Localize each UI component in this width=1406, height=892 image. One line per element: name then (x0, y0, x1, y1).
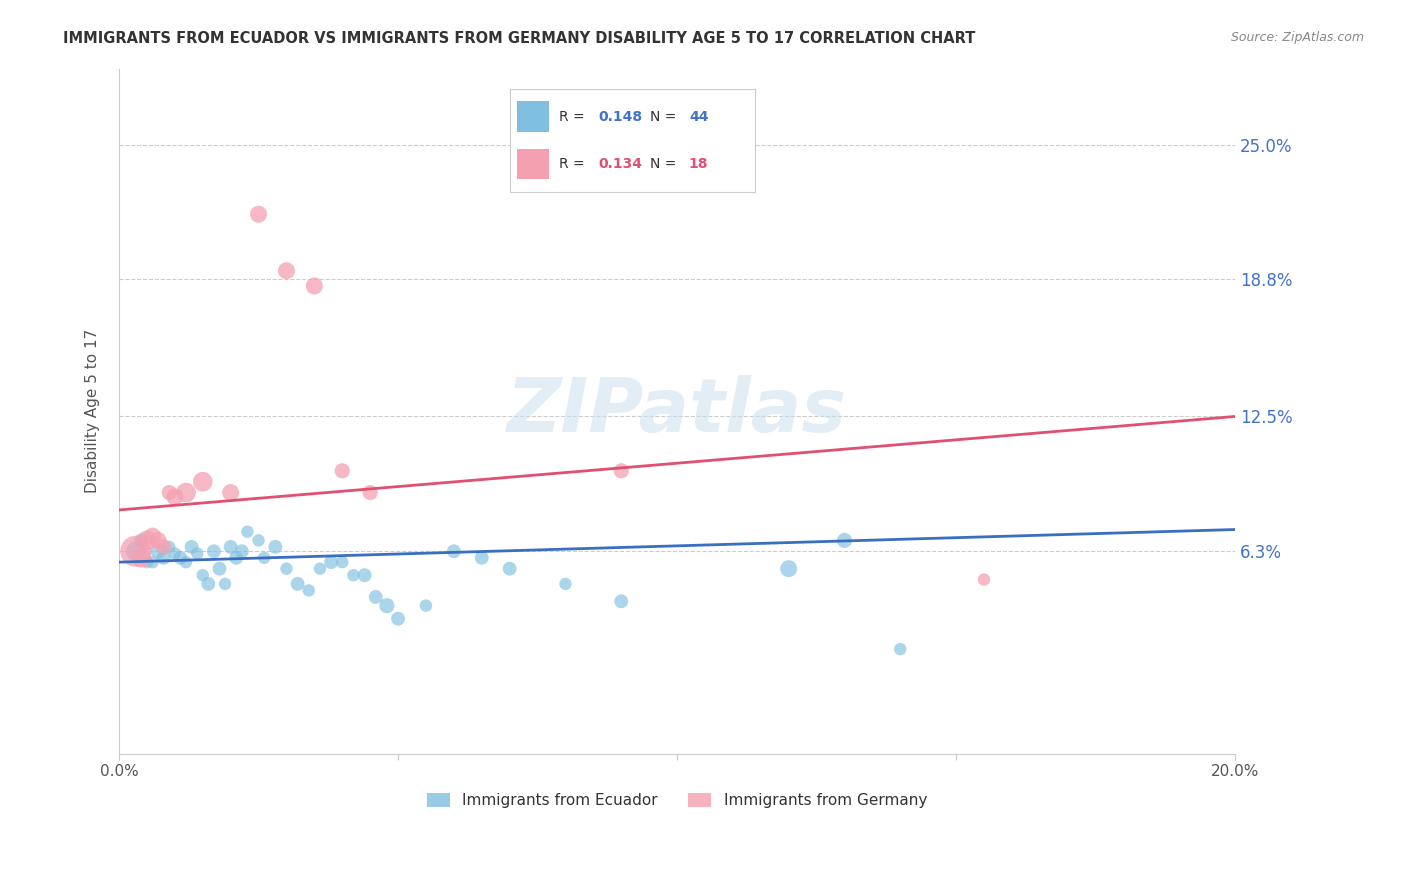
Point (180, 540, 202, 554)
Point (174, 555, 197, 569)
Point (554, 577, 576, 591)
Point (141, 529, 163, 543)
Point (214, 577, 236, 591)
Point (136, 533, 159, 548)
Point (387, 612, 409, 626)
Point (276, 562, 298, 576)
Point (610, 594, 633, 608)
Point (152, 540, 174, 554)
Point (131, 550, 153, 565)
Point (498, 562, 520, 576)
Point (353, 568, 375, 582)
Point (219, 540, 242, 554)
Point (319, 555, 342, 569)
Point (225, 550, 247, 565)
Legend: Immigrants from Ecuador, Immigrants from Germany: Immigrants from Ecuador, Immigrants from… (420, 787, 934, 814)
Point (163, 490, 186, 504)
Text: ZIPatlas: ZIPatlas (508, 375, 846, 448)
Point (125, 544, 148, 558)
Point (610, 464, 633, 478)
Point (415, 599, 437, 613)
Point (236, 524, 259, 539)
Point (146, 533, 169, 548)
Point (125, 544, 148, 558)
Point (364, 590, 387, 604)
Point (304, 279, 326, 293)
Point (834, 533, 856, 548)
Point (778, 562, 800, 576)
Point (202, 544, 225, 558)
Point (231, 544, 253, 558)
Point (247, 533, 270, 548)
Point (146, 544, 169, 558)
Point (208, 562, 231, 576)
Point (471, 550, 494, 565)
Point (276, 264, 298, 278)
Text: Source: ZipAtlas.com: Source: ZipAtlas.com (1230, 31, 1364, 45)
Y-axis label: Disability Age 5 to 17: Disability Age 5 to 17 (86, 329, 100, 493)
Point (443, 544, 465, 558)
Point (169, 550, 191, 565)
Point (298, 583, 321, 598)
Point (264, 540, 287, 554)
Point (191, 568, 214, 582)
Point (152, 550, 174, 565)
Point (197, 577, 219, 591)
Point (141, 555, 163, 569)
Point (253, 550, 276, 565)
Point (889, 642, 911, 657)
Point (342, 568, 364, 582)
Point (191, 475, 214, 489)
Point (219, 485, 242, 500)
Point (309, 562, 332, 576)
Text: IMMIGRANTS FROM ECUADOR VS IMMIGRANTS FROM GERMANY DISABILITY AGE 5 TO 17 CORREL: IMMIGRANTS FROM ECUADOR VS IMMIGRANTS FR… (63, 31, 976, 46)
Point (174, 485, 197, 500)
Point (359, 485, 381, 500)
Point (157, 540, 180, 554)
Point (287, 577, 309, 591)
Point (163, 546, 186, 560)
Point (157, 485, 180, 500)
Point (131, 533, 153, 548)
Point (330, 464, 353, 478)
Point (973, 573, 995, 587)
Point (247, 207, 270, 221)
Point (186, 546, 208, 560)
Point (136, 555, 159, 569)
Point (375, 599, 398, 613)
Point (330, 555, 353, 569)
